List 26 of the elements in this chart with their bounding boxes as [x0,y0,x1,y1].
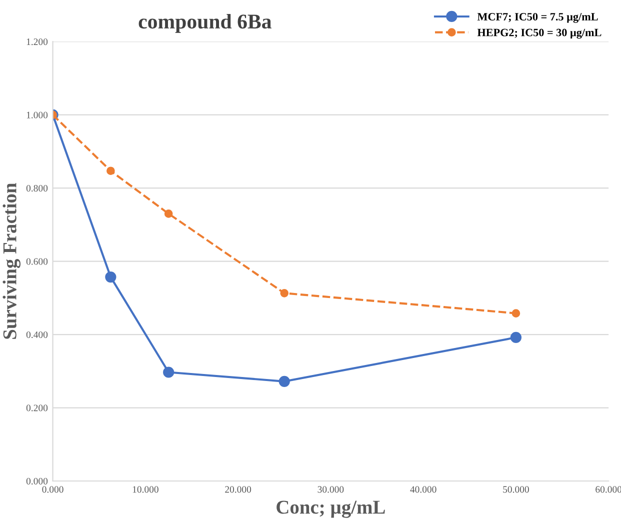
y-tick-label: 0.000 [26,478,48,485]
point [278,376,290,387]
y-tick-label: 0.400 [26,331,48,338]
point [164,210,173,218]
x-tick-label: 50.000 [503,486,529,493]
legend-label: MCF7; IC50 = 7.5 µg/mL [477,12,598,23]
x-tick-label: 0.000 [42,486,64,493]
point [106,166,115,176]
x-tick-label: 20.000 [225,486,252,493]
point [105,271,116,283]
y-tick-label: 0.200 [26,404,48,412]
x-axis-title: Conc; µg/mL [276,500,385,518]
legend-label: HEPG2; IC50 = 30 µg/mL [477,28,602,39]
x-tick-label: 30.000 [318,486,344,493]
point [510,332,522,344]
y-tick-label: 1.200 [26,38,48,46]
y-tick-label: 0.800 [26,184,48,192]
point [163,366,174,378]
y-tick-label: 0.600 [26,258,48,265]
chart-title: compound 6Ba [138,14,272,33]
y-axis-title: Surviving Fraction [2,183,20,339]
point [280,288,289,298]
x-tick-label: 40.000 [410,486,436,493]
point [512,309,520,318]
x-tick-label: 10.000 [132,486,158,493]
y-tick-label: 1.000 [26,112,48,118]
